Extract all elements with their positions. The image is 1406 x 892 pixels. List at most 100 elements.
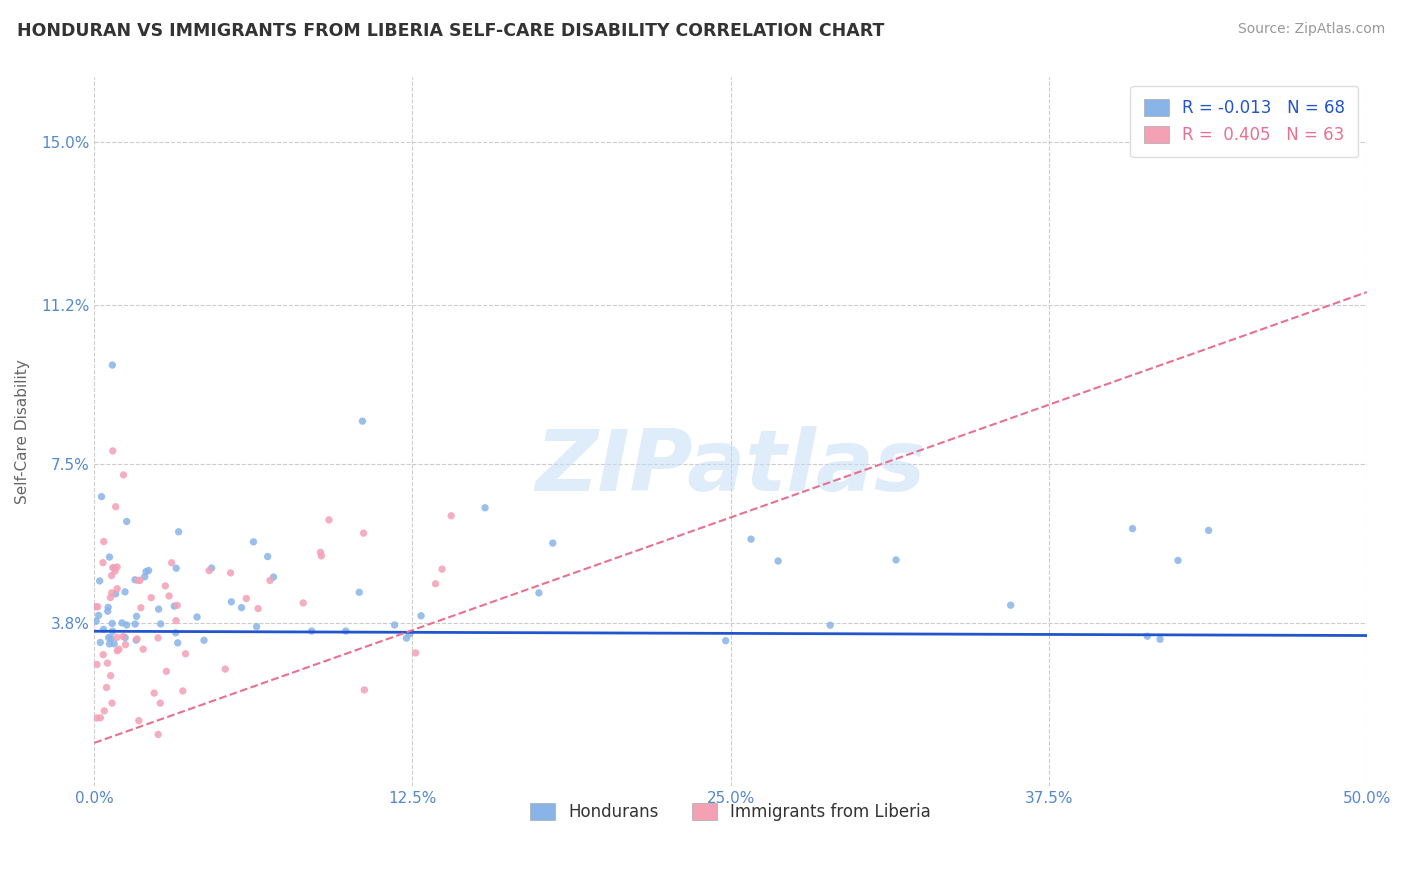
Point	[541, 536, 564, 550]
Point	[135, 565, 157, 579]
Point	[163, 599, 186, 613]
Point	[89, 711, 111, 725]
Point	[108, 642, 131, 657]
Point	[89, 635, 111, 649]
Point	[405, 646, 427, 660]
Point	[114, 585, 136, 599]
Point	[114, 638, 136, 652]
Point	[96, 656, 118, 670]
Point	[114, 631, 136, 645]
Point	[103, 637, 125, 651]
Point	[384, 618, 406, 632]
Legend: Hondurans, Immigrants from Liberia: Hondurans, Immigrants from Liberia	[516, 789, 945, 834]
Point	[221, 595, 243, 609]
Point	[165, 614, 187, 628]
Point	[353, 526, 375, 541]
Point	[231, 600, 253, 615]
Point	[127, 574, 149, 588]
Point	[84, 599, 107, 614]
Point	[129, 600, 152, 615]
Point	[246, 620, 269, 634]
Point	[440, 508, 463, 523]
Point	[198, 564, 221, 578]
Point	[247, 601, 270, 615]
Point	[766, 554, 789, 568]
Point	[100, 668, 122, 682]
Point	[86, 599, 108, 614]
Point	[84, 614, 107, 628]
Point	[86, 657, 108, 672]
Point	[101, 696, 124, 710]
Point	[101, 616, 124, 631]
Y-axis label: Self-Care Disability: Self-Care Disability	[15, 359, 30, 504]
Point	[124, 573, 146, 587]
Point	[93, 623, 115, 637]
Point	[166, 636, 188, 650]
Point	[100, 591, 122, 605]
Point	[714, 633, 737, 648]
Point	[96, 681, 118, 695]
Point	[1000, 598, 1022, 612]
Point	[93, 534, 115, 549]
Point	[91, 556, 114, 570]
Point	[174, 647, 197, 661]
Point	[149, 696, 172, 710]
Point	[411, 608, 433, 623]
Point	[527, 586, 550, 600]
Point	[167, 524, 190, 539]
Point	[100, 632, 122, 646]
Point	[347, 585, 370, 599]
Point	[100, 568, 122, 582]
Point	[115, 618, 138, 632]
Point	[104, 587, 127, 601]
Point	[87, 608, 110, 623]
Point	[155, 579, 177, 593]
Point	[352, 414, 374, 428]
Point	[89, 574, 111, 588]
Point	[201, 561, 224, 575]
Point	[112, 467, 135, 482]
Point	[90, 490, 112, 504]
Text: Source: ZipAtlas.com: Source: ZipAtlas.com	[1237, 22, 1385, 37]
Point	[256, 549, 278, 564]
Point	[214, 662, 236, 676]
Point	[263, 570, 285, 584]
Point	[395, 631, 418, 645]
Point	[309, 545, 332, 559]
Point	[138, 564, 160, 578]
Point	[318, 513, 340, 527]
Point	[149, 616, 172, 631]
Point	[301, 624, 323, 638]
Point	[97, 604, 120, 618]
Point	[335, 624, 357, 638]
Point	[425, 576, 447, 591]
Point	[115, 515, 138, 529]
Point	[129, 574, 152, 588]
Point	[105, 644, 128, 658]
Point	[105, 560, 128, 574]
Point	[186, 610, 208, 624]
Point	[430, 562, 453, 576]
Point	[353, 682, 375, 697]
Point	[166, 599, 188, 613]
Point	[235, 591, 257, 606]
Point	[86, 711, 108, 725]
Point	[101, 560, 124, 574]
Point	[128, 714, 150, 728]
Point	[148, 602, 170, 616]
Point	[97, 600, 120, 615]
Text: ZIPatlas: ZIPatlas	[536, 425, 925, 508]
Point	[193, 633, 215, 648]
Point	[155, 665, 177, 679]
Point	[98, 550, 121, 565]
Point	[104, 564, 127, 578]
Point	[292, 596, 315, 610]
Point	[398, 627, 420, 641]
Point	[101, 624, 124, 639]
Point	[160, 556, 183, 570]
Point	[219, 566, 242, 580]
Point	[1136, 629, 1159, 643]
Point	[141, 591, 163, 605]
Point	[172, 684, 194, 698]
Point	[134, 570, 156, 584]
